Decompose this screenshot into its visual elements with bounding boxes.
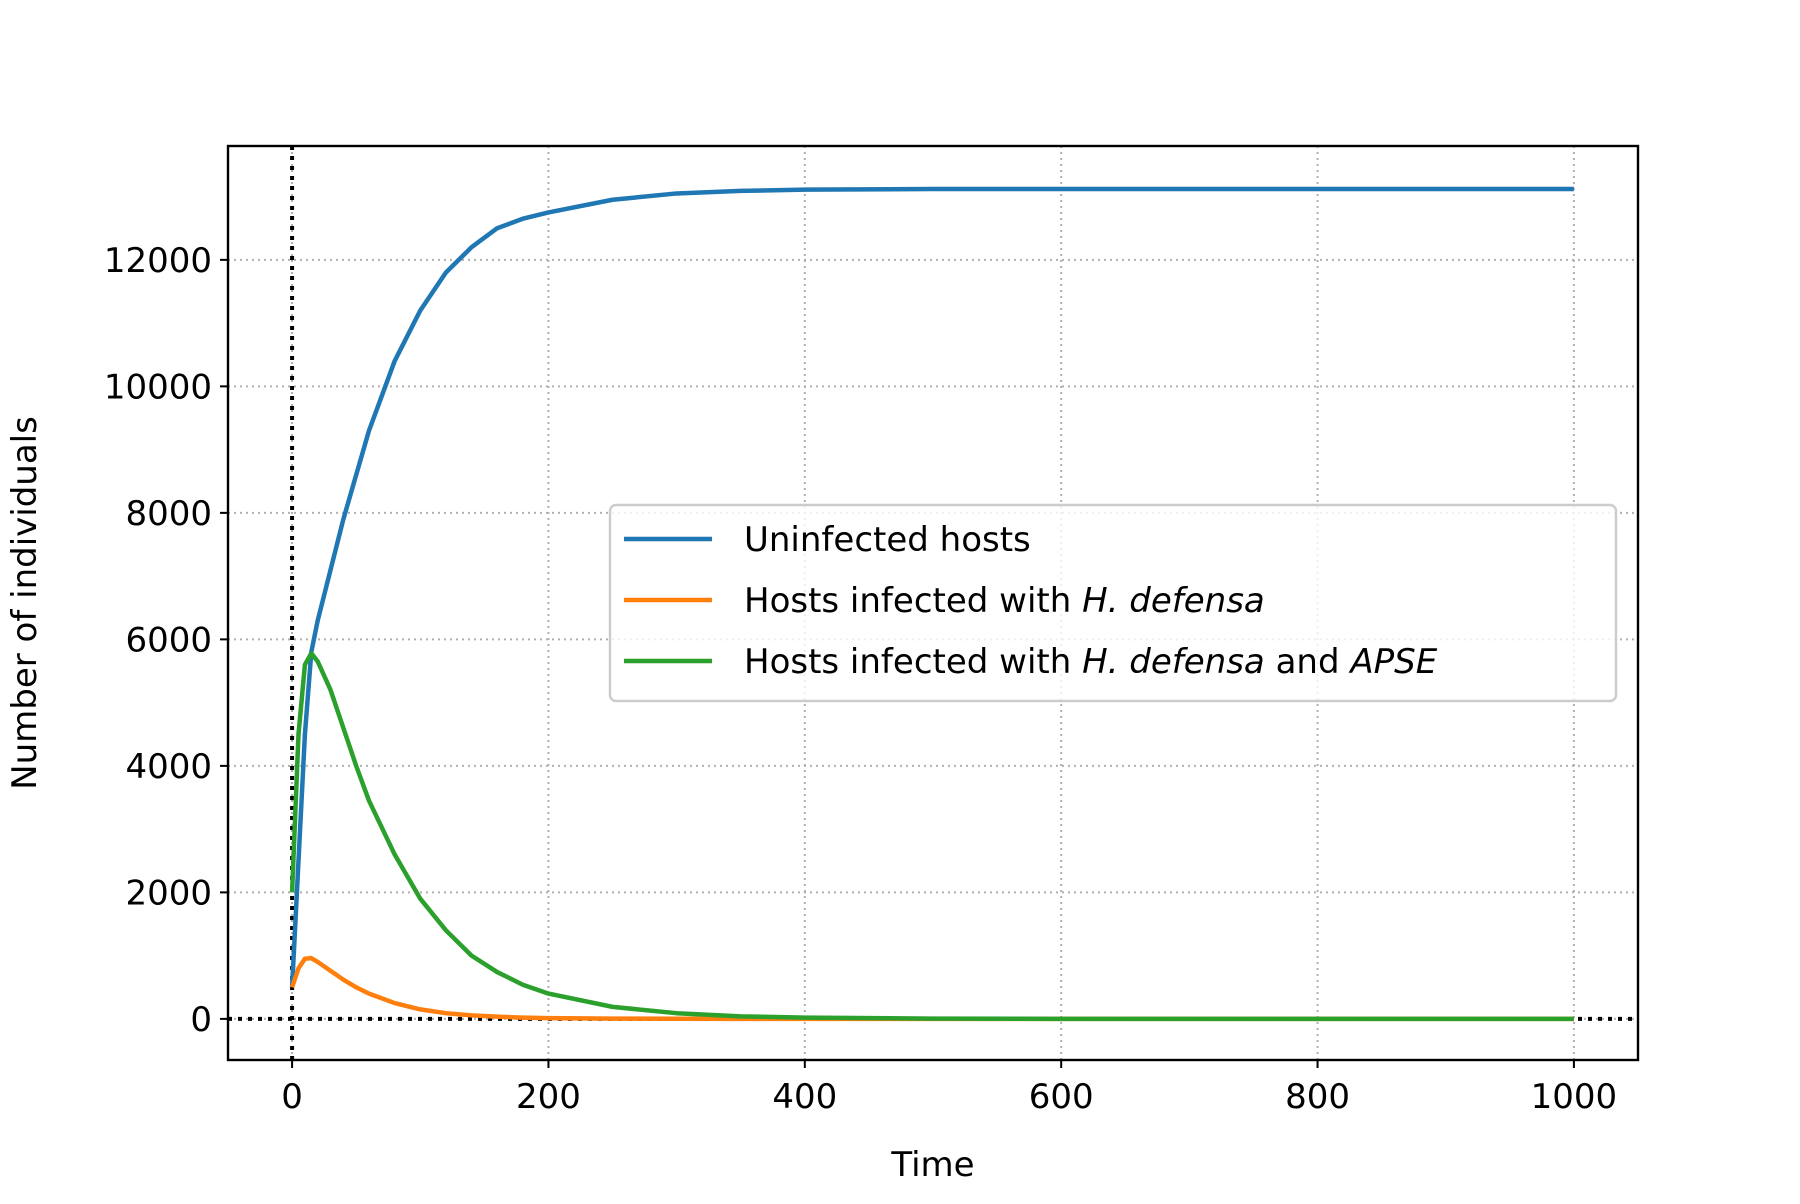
x-tick-label: 600 xyxy=(1029,1077,1094,1117)
legend-label-part: Hosts infected with xyxy=(744,581,1082,621)
y-tick-label: 6000 xyxy=(125,620,212,660)
series-lines xyxy=(289,186,1574,1022)
series-line-0 xyxy=(289,186,1574,988)
legend-label-2: Hosts infected with H. defensa and APSE xyxy=(744,642,1438,682)
y-tick-label: 4000 xyxy=(125,747,212,787)
x-tick-label: 400 xyxy=(772,1077,837,1117)
x-tick-label: 1000 xyxy=(1531,1077,1618,1117)
x-tick-label: 200 xyxy=(516,1077,581,1117)
series-line-1 xyxy=(289,955,1574,1022)
y-tick-label: 8000 xyxy=(125,494,212,534)
legend-label-part: Hosts infected with xyxy=(744,642,1082,682)
legend-label-part: Uninfected hosts xyxy=(744,520,1031,560)
y-tick-label: 12000 xyxy=(104,241,212,281)
y-tick-label: 0 xyxy=(190,1000,212,1040)
x-axis-label: Time xyxy=(890,1145,974,1185)
reference-lines xyxy=(228,146,1638,1060)
plot-frame xyxy=(226,144,1640,1062)
legend-box xyxy=(608,503,1618,703)
legend-label-part: and xyxy=(1265,642,1351,682)
legend-label-1: Hosts infected with H. defensa xyxy=(744,581,1265,621)
series-line-2 xyxy=(289,651,1574,1022)
y-axis-label: Number of individuals xyxy=(5,416,45,790)
y-tick-label: 2000 xyxy=(125,873,212,913)
x-tick-label: 0 xyxy=(281,1077,303,1117)
legend-label-part: APSE xyxy=(1348,642,1437,682)
legend-label-0: Uninfected hosts xyxy=(744,520,1031,560)
y-tick-label: 10000 xyxy=(104,367,212,407)
x-tick-label: 800 xyxy=(1285,1077,1350,1117)
ticks: 0 200 400 600 800 100002000400060008000100001… xyxy=(104,241,1617,1117)
legend: Uninfected hosts Hosts infected with H. d… xyxy=(608,503,1618,703)
legend-label-part: H. defensa xyxy=(1082,581,1265,621)
legend-label-part: H. defensa xyxy=(1082,642,1265,682)
